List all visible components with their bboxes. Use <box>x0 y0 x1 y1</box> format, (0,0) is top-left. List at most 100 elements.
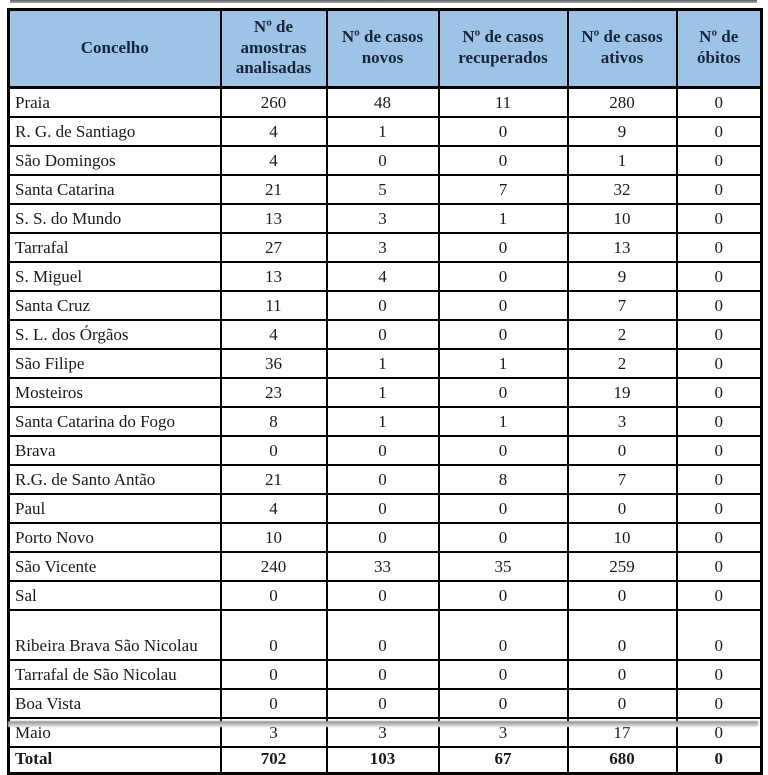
value-cell: 0 <box>437 522 569 553</box>
value-cell: 3 <box>325 232 440 263</box>
value-cell: 7 <box>566 464 678 495</box>
value-cell: 0 <box>566 435 678 466</box>
value-cell: 4 <box>325 261 440 292</box>
value-cell: 27 <box>219 232 328 263</box>
concelho-cell: Porto Novo <box>7 522 222 553</box>
value-cell: 0 <box>325 464 440 495</box>
value-cell: 8 <box>437 464 569 495</box>
concelho-cell: Tarrafal de São Nicolau <box>7 659 222 690</box>
value-cell: 4 <box>219 145 328 176</box>
value-cell: 0 <box>675 116 763 147</box>
value-cell: 3 <box>325 203 440 234</box>
value-cell: 10 <box>219 522 328 553</box>
concelho-cell: Tarrafal <box>7 232 222 263</box>
value-cell: 0 <box>437 609 569 661</box>
value-cell: 0 <box>675 659 763 690</box>
concelho-cell: R. G. de Santiago <box>7 116 222 147</box>
value-cell: 0 <box>325 290 440 321</box>
value-cell: 0 <box>675 580 763 611</box>
value-cell: 260 <box>219 86 328 118</box>
table-row: Brava 0 0 0 0 0 <box>7 435 763 466</box>
concelho-cell: Santa Cruz <box>7 290 222 321</box>
value-cell: 2 <box>566 319 678 350</box>
value-cell: 0 <box>675 464 763 495</box>
value-cell: 10 <box>566 203 678 234</box>
value-cell: 0 <box>675 348 763 379</box>
value-cell: 0 <box>437 435 569 466</box>
value-cell: 21 <box>219 174 328 205</box>
value-cell: 11 <box>437 86 569 118</box>
table-row: S. L. dos Órgãos 4 0 0 2 0 <box>7 319 763 350</box>
value-cell: 8 <box>219 406 328 437</box>
concelho-cell: Praia <box>7 86 222 118</box>
value-cell: 0 <box>437 319 569 350</box>
value-cell: 0 <box>219 435 328 466</box>
value-cell: 0 <box>675 174 763 205</box>
table-row: Tarrafal de São Nicolau 0 0 0 0 0 <box>7 659 763 690</box>
concelho-cell: R.G. de Santo Antão <box>7 464 222 495</box>
table-row: Boa Vista 0 0 0 0 0 <box>7 688 763 719</box>
concelho-cell: S. Miguel <box>7 261 222 292</box>
value-cell: 4 <box>219 319 328 350</box>
value-cell: 0 <box>675 86 763 118</box>
table-row: Mosteiros 23 1 0 19 0 <box>7 377 763 408</box>
value-cell: 13 <box>566 232 678 263</box>
value-cell: 0 <box>675 551 763 582</box>
cropped-border-top <box>10 0 757 3</box>
value-cell: 7 <box>566 290 678 321</box>
value-cell: 1 <box>437 348 569 379</box>
value-cell: 5 <box>325 174 440 205</box>
value-cell: 0 <box>437 145 569 176</box>
value-cell: 1 <box>437 203 569 234</box>
value-cell: 0 <box>675 493 763 524</box>
value-cell: 2 <box>566 348 678 379</box>
value-cell: 1 <box>325 348 440 379</box>
concelho-cell: Paul <box>7 493 222 524</box>
value-cell: 1 <box>325 406 440 437</box>
table-row: S. Miguel 13 4 0 9 0 <box>7 261 763 292</box>
value-cell: 10 <box>566 522 678 553</box>
value-cell: 0 <box>219 659 328 690</box>
table-row: São Filipe 36 1 1 2 0 <box>7 348 763 379</box>
concelho-cell: Boa Vista <box>7 688 222 719</box>
value-cell: 1 <box>325 377 440 408</box>
total-row: Total 702 103 67 680 0 <box>7 745 763 775</box>
value-cell: 0 <box>437 377 569 408</box>
value-cell: 1 <box>437 406 569 437</box>
value-cell: 21 <box>219 464 328 495</box>
cropped-border-bottom <box>8 721 758 727</box>
value-cell: 0 <box>566 609 678 661</box>
value-cell: 0 <box>675 290 763 321</box>
header-casos-ativos: Nº de casos ativos <box>566 8 678 89</box>
value-cell: 0 <box>437 290 569 321</box>
value-cell: 0 <box>325 688 440 719</box>
value-cell: 0 <box>437 232 569 263</box>
value-cell: 0 <box>675 319 763 350</box>
value-cell: 0 <box>566 580 678 611</box>
table-row: Santa Cruz 11 0 0 7 0 <box>7 290 763 321</box>
value-cell: 1 <box>325 116 440 147</box>
header-casos-recuperados: Nº de casos recuperados <box>437 8 569 89</box>
table-row: Paul 4 0 0 0 0 <box>7 493 763 524</box>
table-row: R.G. de Santo Antão 21 0 8 7 0 <box>7 464 763 495</box>
value-cell: 48 <box>325 86 440 118</box>
total-obitos: 0 <box>675 745 763 775</box>
value-cell: 0 <box>566 493 678 524</box>
value-cell: 0 <box>675 609 763 661</box>
value-cell: 280 <box>566 86 678 118</box>
value-cell: 0 <box>675 261 763 292</box>
concelho-cell: Brava <box>7 435 222 466</box>
concelho-cell: Sal <box>7 580 222 611</box>
value-cell: 9 <box>566 261 678 292</box>
value-cell: 0 <box>437 116 569 147</box>
value-cell: 0 <box>325 493 440 524</box>
value-cell: 0 <box>675 522 763 553</box>
concelho-covid-table: Concelho Nº de amostras analisadas Nº de… <box>7 8 763 775</box>
table-row: Ribeira Brava São Nicolau 0 0 0 0 0 <box>7 609 763 661</box>
value-cell: 36 <box>219 348 328 379</box>
value-cell: 0 <box>219 609 328 661</box>
value-cell: 0 <box>325 609 440 661</box>
header-amostras-analisadas: Nº de amostras analisadas <box>219 8 328 89</box>
total-label: Total <box>7 745 222 775</box>
value-cell: 0 <box>675 435 763 466</box>
